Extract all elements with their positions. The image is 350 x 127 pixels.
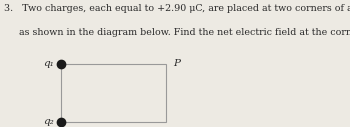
Text: as shown in the diagram below. Find the net electric field at the corner labeled: as shown in the diagram below. Find the … [4,28,350,37]
Text: P: P [173,59,180,68]
Text: q₁: q₁ [43,59,54,68]
Text: q₂: q₂ [43,117,54,126]
Text: 3.   Two charges, each equal to +2.90 μC, are placed at two corners of a square : 3. Two charges, each equal to +2.90 μC, … [4,4,350,13]
Bar [61,64,166,122]
